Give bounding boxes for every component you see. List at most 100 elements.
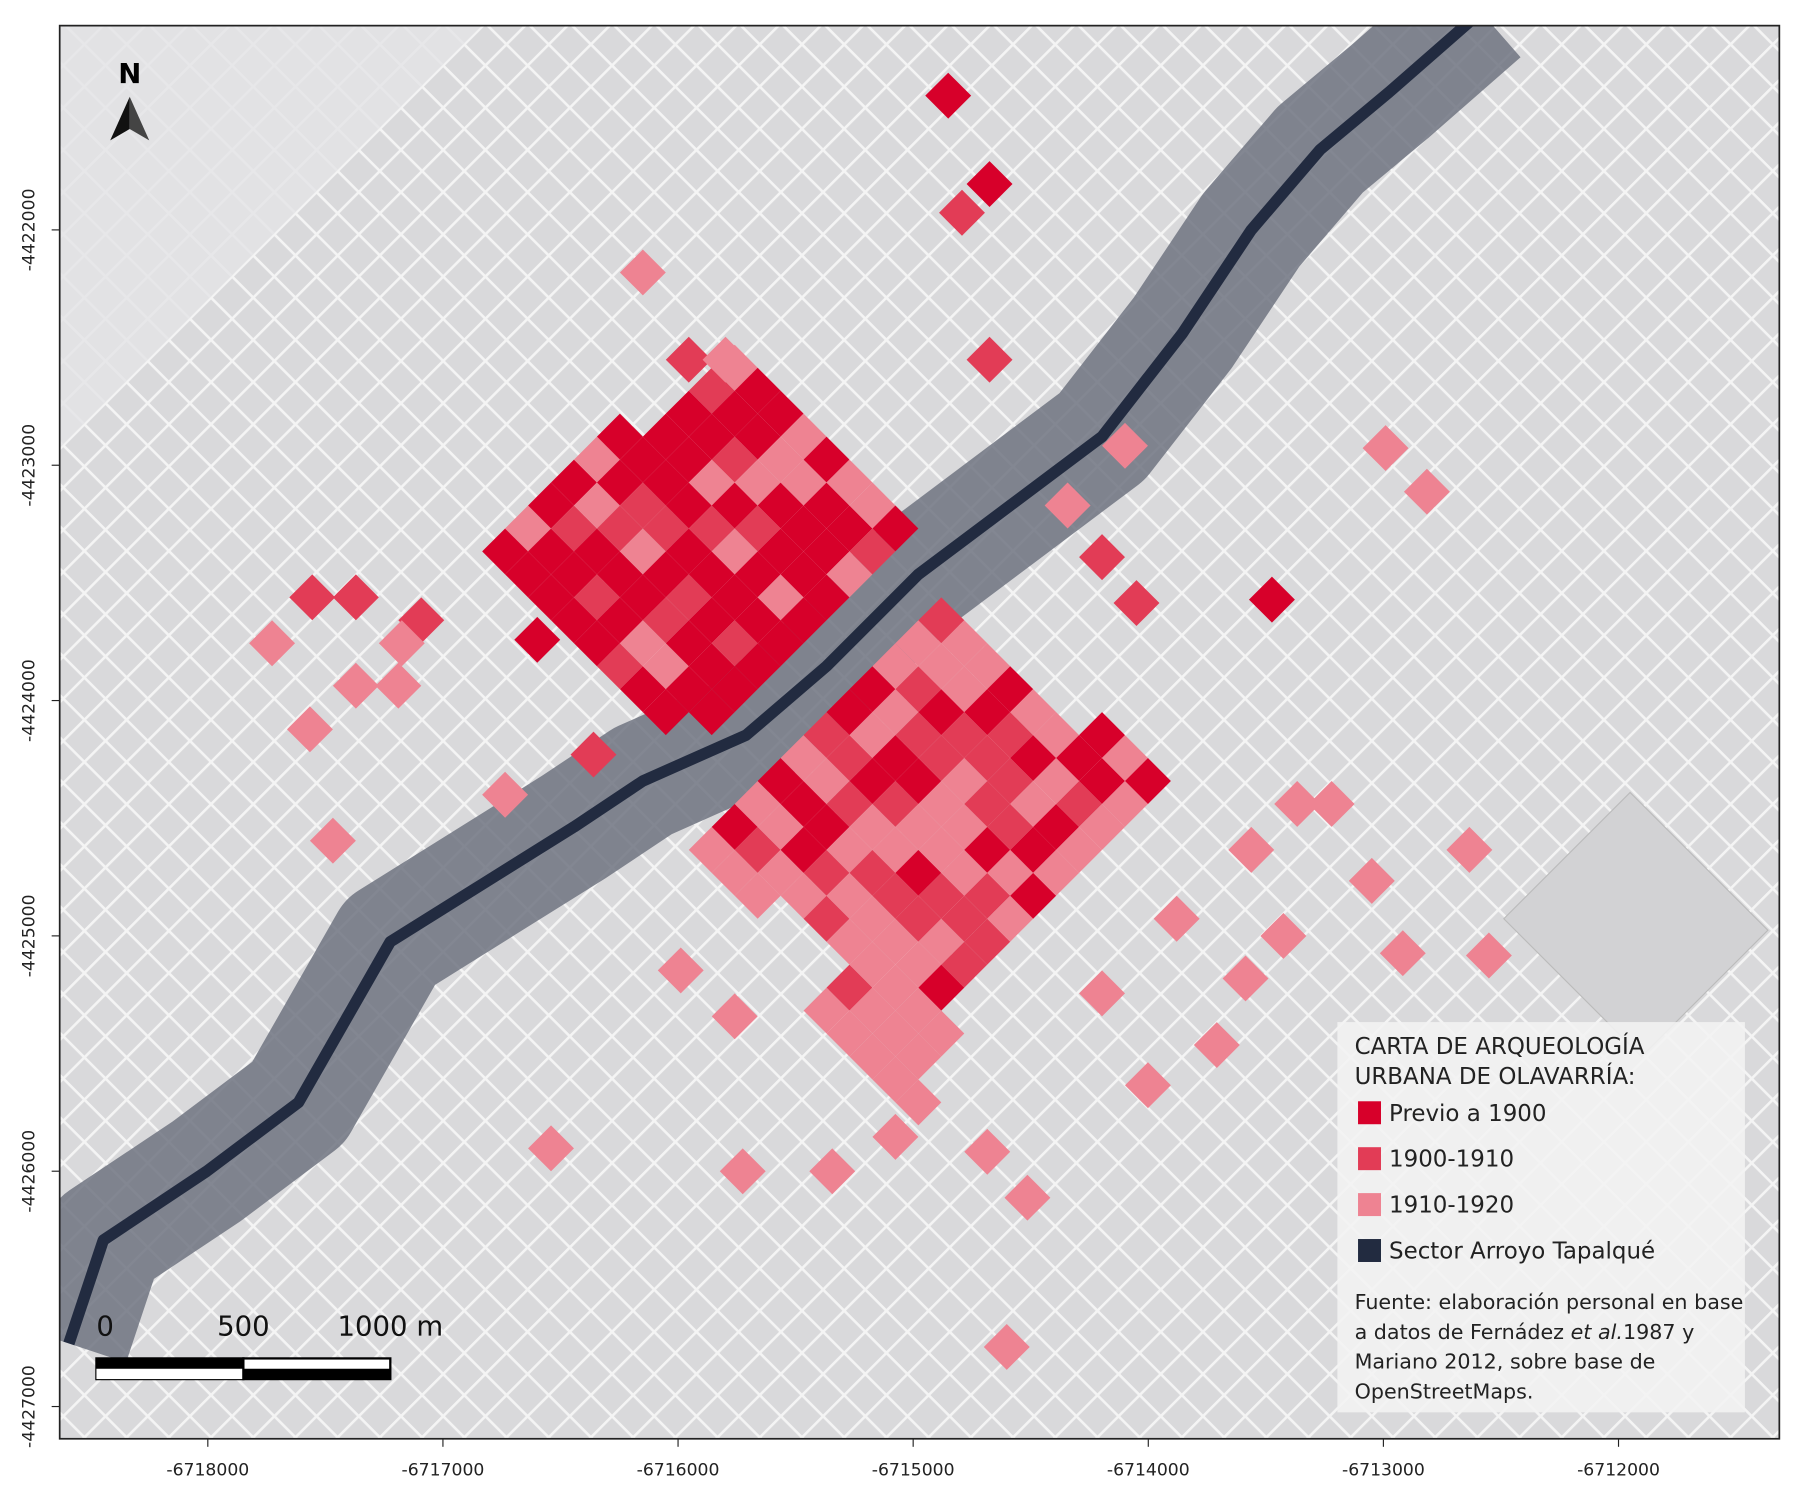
- heritage-cell: [987, 712, 1034, 759]
- scale-label: 500: [217, 1310, 270, 1342]
- source-part: OpenStreetMaps.: [1355, 1380, 1534, 1404]
- source-part: Fuente: elaboración personal en base: [1355, 1290, 1744, 1314]
- heritage-cell: [688, 551, 735, 598]
- heritage-cells: [249, 72, 1512, 1370]
- heritage-cell: [966, 336, 1013, 383]
- rural-area: [59, 25, 483, 449]
- heritage-cell: [757, 436, 804, 483]
- scale-label: 1000 m: [337, 1310, 443, 1342]
- heritage-cell: [964, 1128, 1011, 1175]
- y-tick-label: -4422000: [19, 188, 39, 271]
- heritage-cell: [849, 528, 896, 575]
- legend-swatch: [1358, 1147, 1381, 1171]
- heritage-cell: [966, 161, 1013, 208]
- x-tick-label: -6713000: [1342, 1461, 1425, 1481]
- heritage-cell: [642, 551, 689, 598]
- source-text: Fuente: elaboración personal en base: [1355, 1290, 1744, 1314]
- heritage-cell: [941, 895, 988, 942]
- legend-swatch: [1358, 1193, 1381, 1217]
- heritage-cell: [895, 1079, 942, 1126]
- legend-swatch: [1358, 1101, 1381, 1125]
- source-text: Mariano 2012, sobre base de: [1355, 1350, 1656, 1374]
- heritage-cell: [1079, 970, 1125, 1017]
- heritage-cell: [987, 666, 1034, 713]
- heritage-cell: [688, 643, 735, 690]
- legend-label: Previo a 1900: [1389, 1101, 1546, 1127]
- legend-label: Sector Arroyo Tapalqué: [1389, 1239, 1655, 1265]
- heritage-cell: [1102, 735, 1148, 781]
- heritage-cell: [757, 803, 804, 850]
- source-part: a datos de Fernádez: [1355, 1320, 1571, 1344]
- heritage-cell: [1348, 857, 1395, 904]
- heritage-cell: [528, 1125, 574, 1172]
- heritage-cell: [941, 666, 988, 713]
- x-tick-label: -6714000: [1107, 1461, 1190, 1481]
- heritage-cell: [375, 662, 422, 709]
- x-tick-label: -6717000: [402, 1461, 485, 1481]
- x-tick-label: -6716000: [637, 1461, 720, 1481]
- heritage-cell: [309, 817, 356, 864]
- heritage-cell: [528, 528, 574, 575]
- heritage-cell: [983, 1323, 1030, 1370]
- heritage-cell: [826, 551, 873, 598]
- scale-segment-inner: [96, 1368, 244, 1380]
- x-tick-label: -6712000: [1577, 1461, 1660, 1481]
- heritage-cell: [378, 620, 425, 667]
- river: [63, 25, 1474, 1346]
- heritage-cell: [872, 1113, 919, 1160]
- heritage-cell: [286, 706, 333, 753]
- heritage-cell: [987, 849, 1034, 896]
- heritage-cell: [757, 390, 804, 437]
- heritage-cell: [596, 551, 643, 598]
- legend-swatch: [1358, 1239, 1381, 1262]
- heritage-cell: [941, 712, 988, 759]
- heritage-cell: [1056, 826, 1103, 873]
- y-tick-label: -4425000: [19, 894, 39, 977]
- heritage-cell: [1079, 534, 1125, 581]
- x-tick-label: -6718000: [166, 1461, 249, 1481]
- y-tick-label: -4424000: [19, 659, 39, 742]
- heritage-cell: [1125, 1062, 1171, 1109]
- map-body: [59, 25, 1780, 1439]
- heritage-cell: [1308, 780, 1355, 827]
- heritage-cell: [619, 528, 666, 575]
- source-text: OpenStreetMaps.: [1355, 1380, 1534, 1404]
- scale-bar: 0 500 1000 m: [95, 1310, 443, 1381]
- heritage-cell: [1044, 482, 1091, 529]
- scale-label: 0: [96, 1310, 114, 1342]
- legend-title: URBANA DE OLAVARRÍA:: [1355, 1062, 1636, 1090]
- heritage-cell: [941, 620, 988, 667]
- x-tick-label: -6715000: [872, 1461, 955, 1481]
- heritage-cell: [1248, 576, 1295, 623]
- heritage-cell: [1379, 930, 1426, 977]
- heritage-cell: [918, 1010, 965, 1057]
- heritage-cell: [573, 528, 620, 575]
- heritage-cell: [665, 528, 712, 575]
- heritage-cell: [1260, 913, 1307, 959]
- heritage-cell: [551, 551, 597, 598]
- heritage-cell: [987, 758, 1034, 804]
- heritage-cell: [987, 803, 1034, 850]
- heritage-cell: [332, 574, 379, 621]
- heritage-cell: [688, 597, 735, 644]
- legend-label: 1910-1920: [1389, 1193, 1514, 1219]
- heritage-cell: [289, 574, 336, 621]
- heritage-cell: [688, 826, 735, 873]
- source-part: 1987 y: [1623, 1320, 1694, 1344]
- heritage-cell: [657, 947, 704, 994]
- heritage-cell: [688, 505, 735, 552]
- heritage-cell: [1153, 895, 1200, 942]
- heritage-cell: [688, 689, 735, 736]
- heritage-cell: [780, 551, 827, 598]
- heritage-cell: [1465, 932, 1512, 979]
- y-tick-label: -4423000: [19, 424, 39, 507]
- heritage-cell: [939, 189, 985, 236]
- heritage-cell: [1446, 826, 1493, 873]
- axes: -6718000 -6717000 -6716000 -6715000 -6714000…: [19, 188, 1659, 1480]
- heritage-cell: [719, 1148, 766, 1195]
- heritage-cell: [757, 620, 804, 667]
- heritage-cell: [711, 993, 758, 1040]
- heritage-cell: [1125, 758, 1171, 804]
